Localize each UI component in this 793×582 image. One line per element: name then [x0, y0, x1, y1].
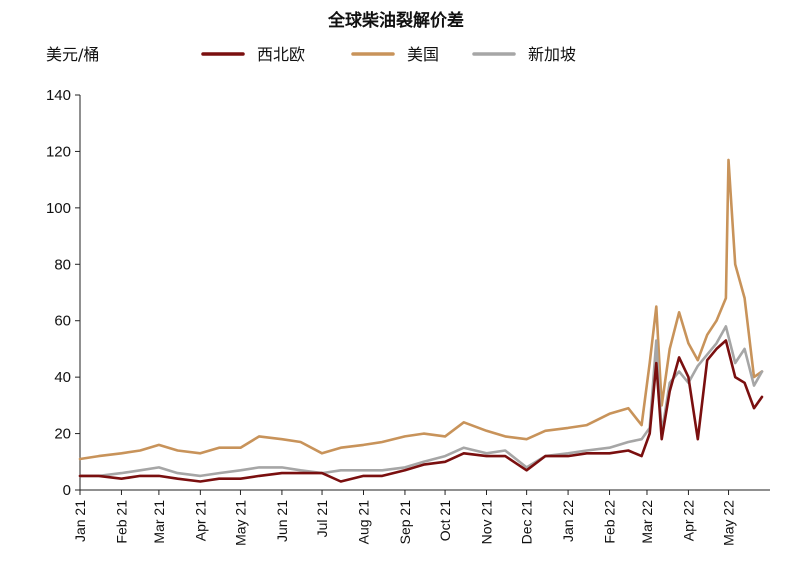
y-tick-label: 0	[63, 482, 71, 499]
series-line-northwest-europe	[78, 339, 764, 483]
y-tick-label: 140	[46, 87, 71, 104]
x-tick-label: Jan 21	[72, 500, 88, 542]
x-tick-label: Mar 21	[151, 500, 167, 544]
y-tick-label: 40	[54, 369, 71, 386]
y-axis: 0 20 40 60 80 100 120 140	[46, 87, 81, 499]
x-tick-label: Nov 21	[479, 500, 495, 545]
x-tick-label: Apr 22	[680, 500, 696, 541]
y-tick-label: 20	[54, 426, 71, 443]
y-tick-label: 80	[54, 256, 71, 273]
y-axis-unit: 美元/桶	[46, 45, 99, 64]
legend-label-usa: 美国	[407, 45, 439, 64]
x-tick-label: Apr 21	[192, 500, 208, 541]
y-tick-label: 120	[46, 143, 71, 160]
x-tick-label: Jun 21	[274, 500, 290, 542]
x-tick-label: May 22	[721, 500, 737, 546]
y-tick-label: 60	[54, 313, 71, 330]
series-group	[78, 158, 764, 483]
legend: 西北欧 美国 新加坡	[201, 45, 576, 64]
x-tick-label: Mar 22	[639, 500, 655, 544]
series-line-singapore	[78, 325, 764, 478]
legend-label-singapore: 新加坡	[528, 45, 576, 64]
series-line-usa	[78, 158, 764, 461]
x-axis: Jan 21 Feb 21 Mar 21 Apr 21 May 21 Jun 21 Jul …	[72, 489, 770, 546]
x-tick-label: Jul 21	[314, 500, 330, 538]
x-tick-label: Feb 22	[602, 500, 618, 544]
x-tick-label: Dec 21	[519, 500, 535, 545]
x-tick-label: Oct 21	[437, 500, 453, 541]
x-tick-label: May 21	[232, 500, 248, 546]
chart-title: 全球柴油裂解价差	[327, 10, 464, 31]
y-tick-label: 100	[46, 200, 71, 217]
legend-label-northwest-europe: 西北欧	[257, 45, 305, 64]
x-tick-label: Jan 22	[560, 500, 576, 542]
x-tick-label: Feb 21	[113, 500, 129, 544]
x-tick-label: Sep 21	[397, 500, 413, 545]
x-tick-label: Aug 21	[355, 500, 371, 545]
